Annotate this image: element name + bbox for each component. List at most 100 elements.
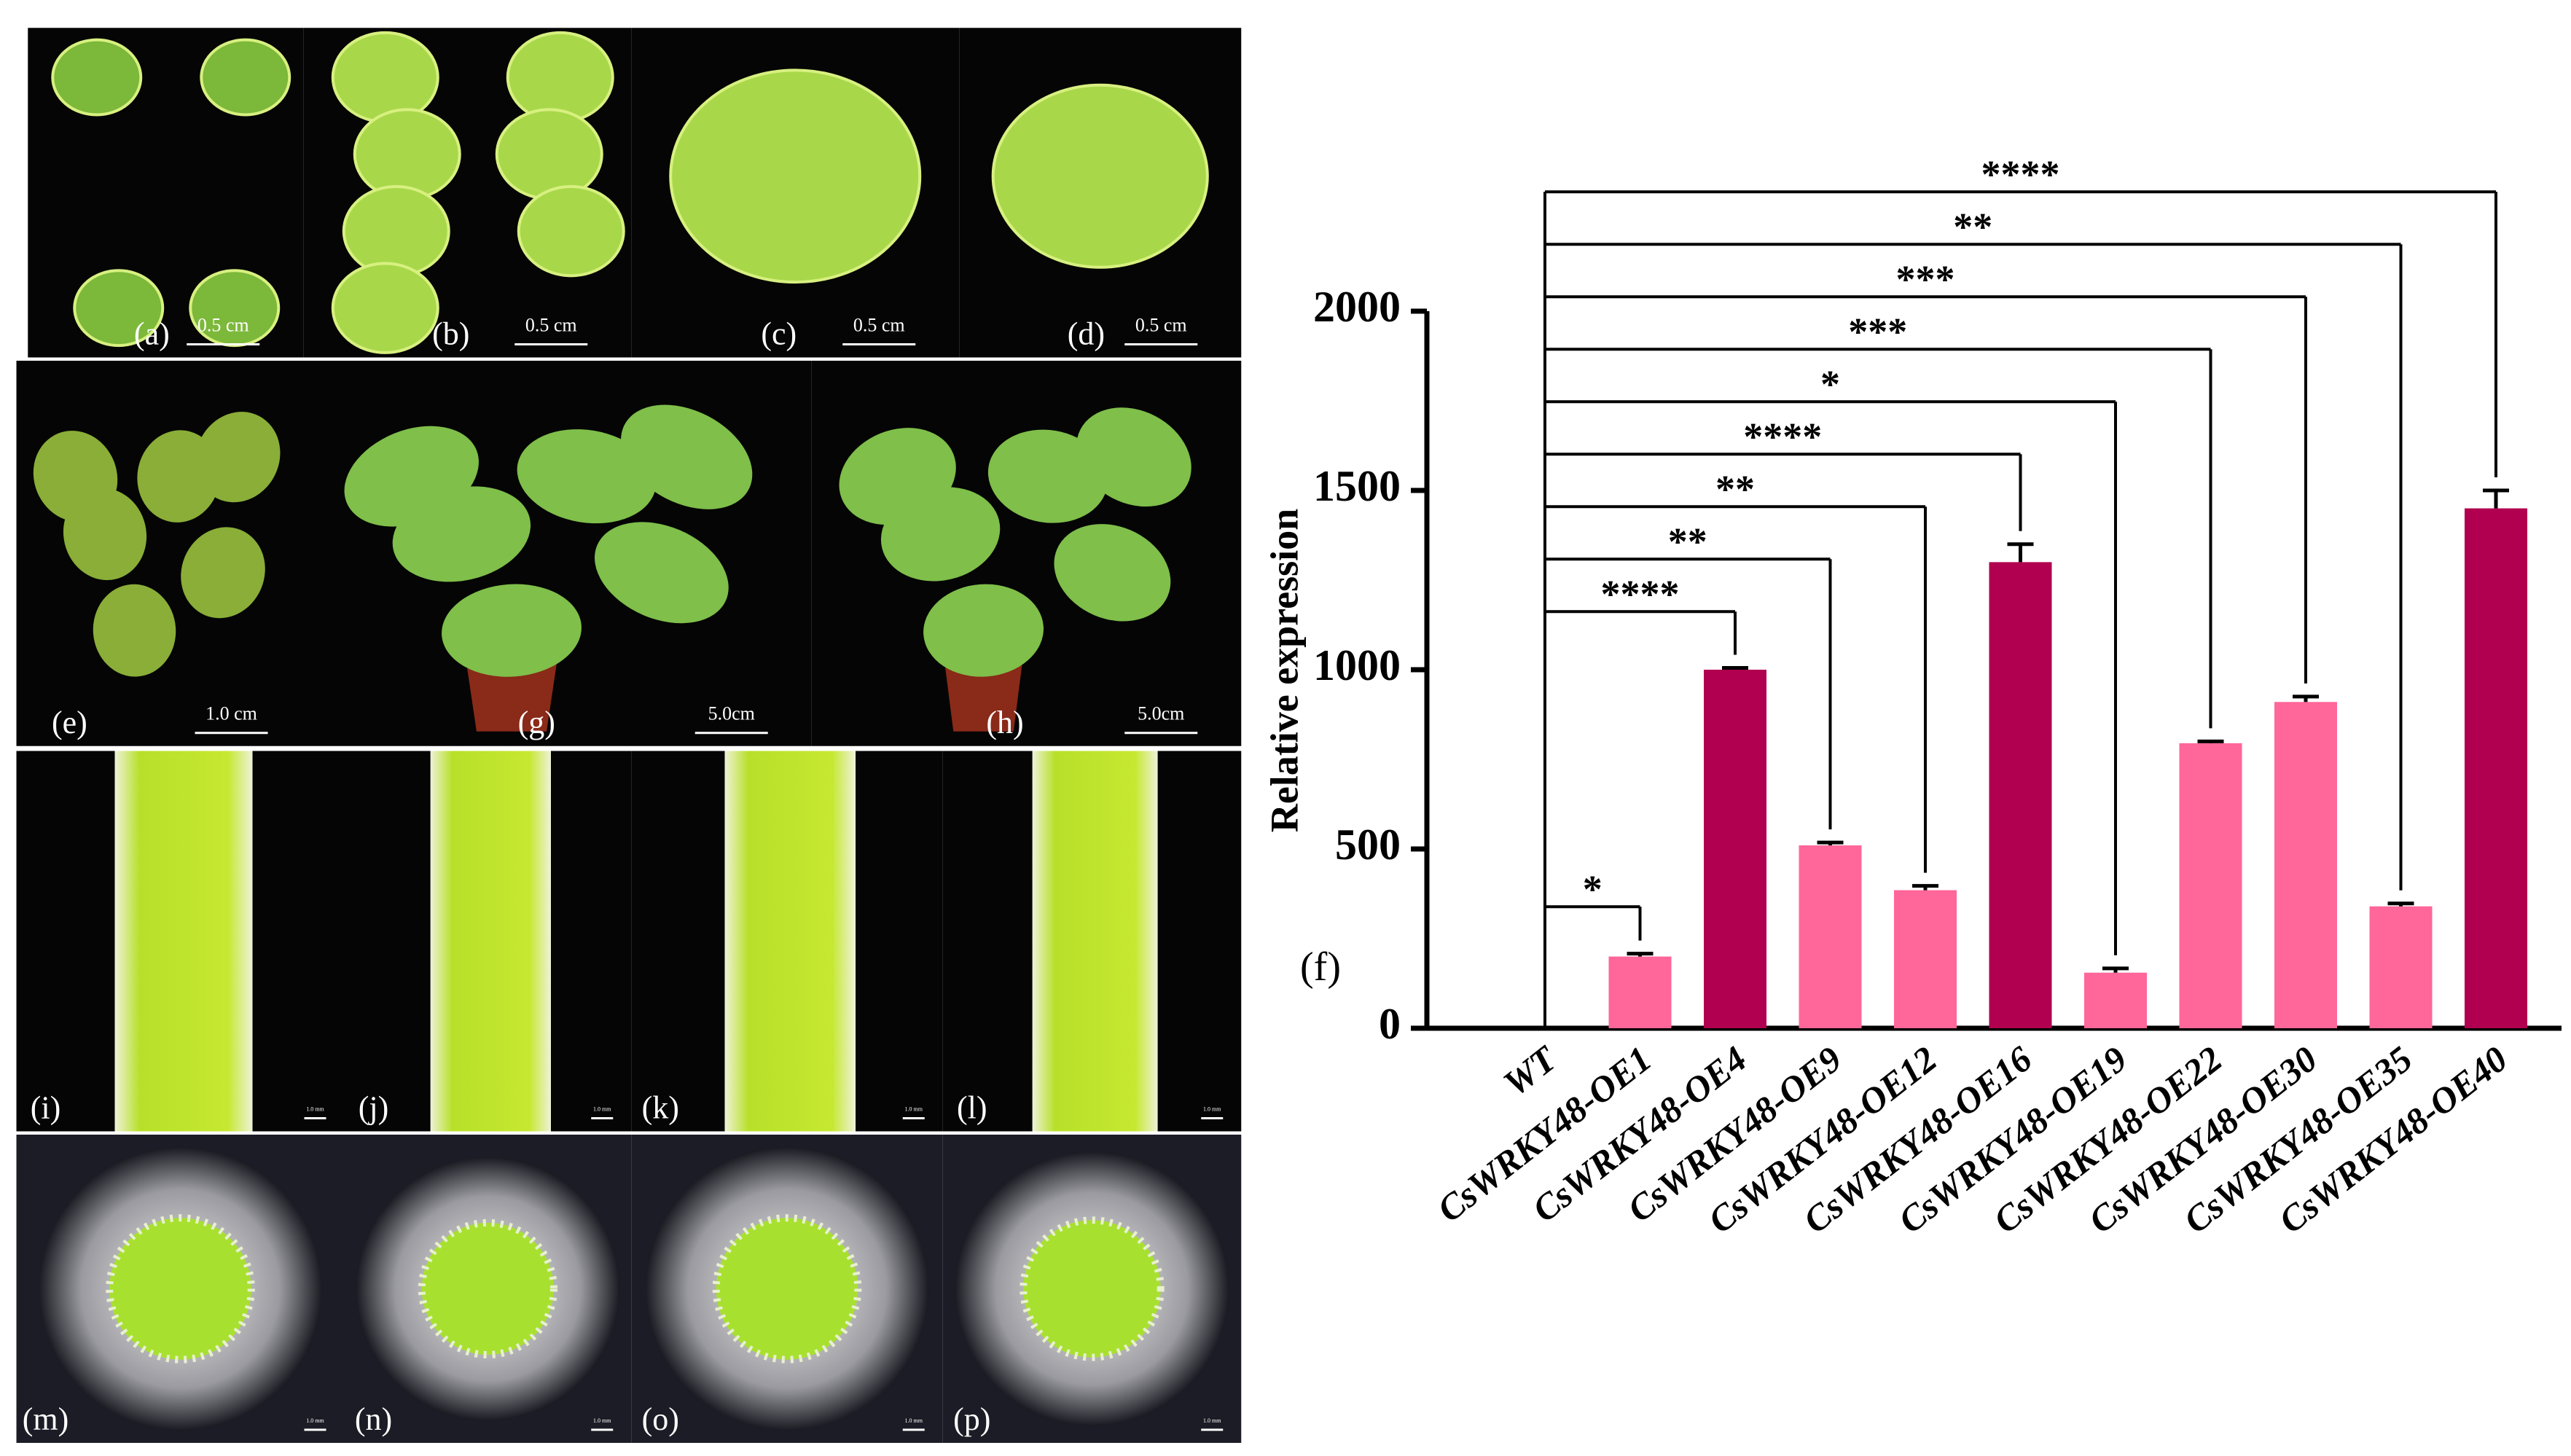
bar [2369,906,2433,1028]
panel-label: (f) [1300,944,1341,990]
scale-label: 5.0cm [1138,703,1184,724]
leaf [195,412,281,503]
leaf [342,184,450,278]
panel-label: (o) [642,1401,679,1437]
scale-label: 1.0 mm [593,1105,611,1112]
bar [2084,972,2147,1028]
bar [1704,670,1766,1028]
x-tick-label: WT [1495,1037,1565,1104]
y-tick-label: 2000 [1313,283,1401,331]
leaf [331,31,439,124]
panel-label: (i) [31,1090,61,1126]
leaf [506,31,614,124]
leaf [344,426,479,527]
scale-label: 0.5 cm [1135,314,1187,335]
leaf [51,38,143,117]
photo-panel: (b) 0.5 cm [303,28,632,358]
panel-label: (k) [642,1090,679,1126]
bar [1894,890,1957,1028]
leaf [200,38,291,117]
significance-label: * [1583,868,1603,912]
leaf [181,527,265,619]
panel-label: (b) [432,316,469,352]
significance-label: ** [1953,206,1992,249]
photo-panel: (h) 5.0cm [811,361,1242,746]
scale-label: 1.0 mm [1203,1417,1221,1424]
leaf [1076,407,1191,507]
photo-panel: (e) 1.0 cm [16,361,312,746]
scale-label: 1.0 mm [593,1417,611,1424]
scale-label: 1.0 mm [1203,1105,1221,1112]
scale-label: 1.0 mm [905,1417,923,1424]
scale-label: 1.0 cm [206,703,257,724]
panel-label: (a) [134,316,170,352]
panel-label: (p) [953,1401,990,1437]
significance-label: **** [1743,415,1822,459]
y-tick-label: 500 [1335,821,1401,869]
scale-label: 1.0 mm [306,1417,324,1424]
leaf [669,69,922,284]
leaf [595,522,729,624]
photo-background [811,361,1242,746]
scale-label: 1.0 mm [306,1105,324,1112]
y-tick-label: 1000 [1313,641,1401,689]
leaf [517,184,625,278]
stem [1032,751,1158,1132]
significance-label: ** [1668,520,1707,564]
leaf [353,108,461,200]
leaf [517,429,657,524]
stem [114,751,253,1132]
panel-label: (m) [23,1401,69,1437]
stem-section [712,1214,862,1363]
photo-panel: (j) 1.0 mm [344,751,632,1132]
panel-label: (c) [761,316,797,352]
scale-label: 1.0 mm [905,1105,923,1112]
photo-panel: (i) 1.0 mm [16,751,345,1132]
stem-section [1020,1216,1165,1361]
stem [430,751,551,1132]
photo-background [16,361,312,746]
bar [1608,956,1672,1028]
panel-label: (j) [359,1090,389,1126]
leaf [495,108,603,200]
leaf [991,83,1209,269]
panel-label: (h) [986,705,1023,740]
panel-label: (d) [1068,316,1105,352]
panel-label: (l) [957,1090,987,1126]
photo-panel: (g) 5.0cm [311,361,812,746]
photo-panel: (c) 0.5 cm [631,28,960,358]
panel-label: (n) [355,1401,392,1437]
leaf [1054,524,1171,622]
y-tick-label: 1500 [1313,462,1401,510]
significance-label: *** [1848,310,1907,354]
significance-label: *** [1896,258,1955,302]
scale-label: 0.5 cm [197,314,249,335]
leaf [331,262,439,354]
photo-panel: (o) 1.0 mm [631,1135,943,1443]
bar [2465,508,2527,1028]
stem-section [418,1218,557,1359]
photo-panel: (n) 1.0 mm [344,1135,632,1443]
stem [724,751,856,1132]
significance-label: * [1820,363,1840,407]
bar [2179,743,2242,1028]
bar [1799,845,1862,1028]
leaf [93,584,176,677]
leaf [839,428,956,525]
leaf [923,584,1044,677]
bar [2274,702,2337,1028]
photo-background [311,361,812,746]
scale-label: 0.5 cm [853,314,905,335]
leaf [73,269,165,348]
leaf [442,584,582,677]
photo-panel: (p) 1.0 mm [942,1135,1242,1443]
photo-panel: (l) 1.0 mm [942,751,1242,1132]
photo-panel: (d) 0.5 cm [959,28,1242,358]
scale-label: 5.0cm [708,703,755,724]
y-axis-label: Relative expression [1262,509,1306,832]
leaf [621,404,753,509]
bar [1989,562,2052,1028]
leaf [189,269,281,348]
panel-label: (e) [52,705,87,740]
